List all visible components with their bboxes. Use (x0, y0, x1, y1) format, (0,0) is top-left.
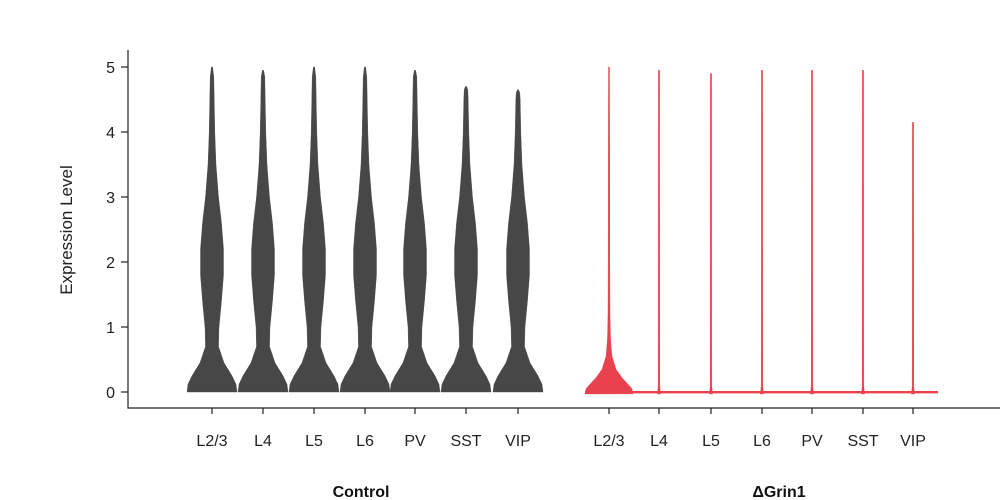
violin-control-vip (492, 89, 544, 393)
violin-grin1-vip (911, 122, 915, 395)
y-axis-title: Expression Level (57, 165, 76, 294)
violin-control-l4 (237, 70, 289, 393)
x-category-label: L5 (702, 433, 720, 450)
x-category-label: L6 (753, 433, 771, 450)
axis-lines (127, 50, 1000, 409)
violin-control-l6 (339, 66, 391, 393)
x-category-label: L6 (356, 433, 374, 450)
y-tick-label: 0 (106, 385, 115, 402)
labels: L2/3 L4 L5 L6 PV SST VIP Control L2/3 L4 L5 L6 PV SST… (196, 433, 925, 500)
y-tick-label: 4 (106, 125, 115, 142)
violin-grin1-l5 (709, 73, 713, 395)
x-category-label: L2/3 (593, 433, 624, 450)
violin-grin1-l6 (760, 70, 764, 395)
violin-grin1-l2-3 (584, 66, 634, 395)
y-tick-label: 1 (106, 320, 115, 337)
violin-control-l5 (288, 66, 340, 393)
x-category-label: PV (801, 433, 823, 450)
x-category-label: VIP (900, 433, 926, 450)
axes: 0 1 2 3 4 5 (106, 50, 1000, 414)
y-tick-label: 3 (106, 190, 115, 207)
violin-grin1-l4 (657, 70, 661, 395)
x-category-label: L4 (254, 433, 272, 450)
violin-control-pv (389, 70, 441, 393)
x-category-label: PV (404, 433, 426, 450)
y-tick-label: 5 (106, 60, 115, 77)
violin-grin1-pv (810, 70, 814, 395)
violin-control-sst (440, 86, 492, 393)
x-category-label: VIP (505, 433, 531, 450)
x-category-label: L4 (650, 433, 668, 450)
violins (186, 66, 938, 395)
violin-grin1-sst (861, 70, 865, 395)
x-category-label: L2/3 (196, 433, 227, 450)
violin-control-l2-3 (186, 66, 238, 393)
y-tick-label: 2 (106, 255, 115, 272)
x-category-label: L5 (305, 433, 323, 450)
group-label-control: Control (333, 484, 390, 500)
x-category-label: SST (450, 433, 481, 450)
x-category-label: SST (847, 433, 878, 450)
group-label-grin1: ΔGrin1 (752, 484, 805, 500)
